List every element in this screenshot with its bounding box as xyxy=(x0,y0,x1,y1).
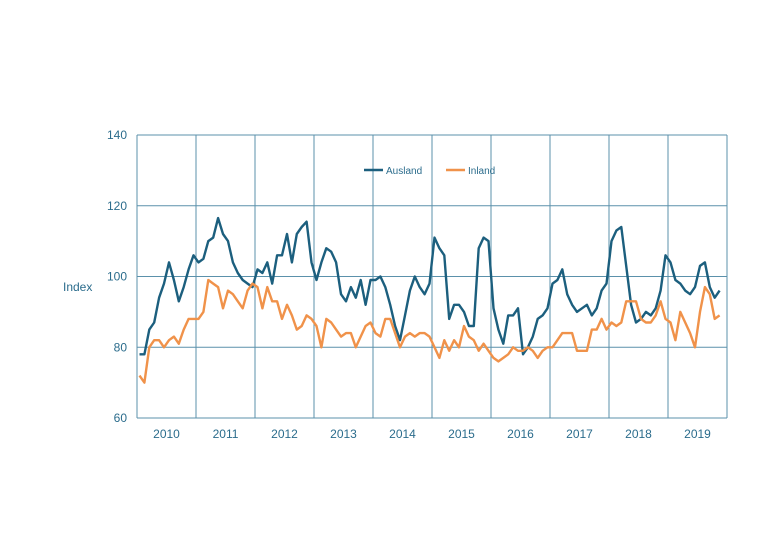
x-tick-label: 2013 xyxy=(330,427,357,441)
series-line-inland xyxy=(138,278,721,384)
y-tick-label: 100 xyxy=(107,270,127,284)
x-tick-label: 2015 xyxy=(448,427,475,441)
x-tick-label: 2012 xyxy=(271,427,298,441)
grid xyxy=(136,134,728,419)
x-tick-label: 2014 xyxy=(389,427,416,441)
x-tick-label: 2018 xyxy=(625,427,652,441)
legend: Ausland Inland xyxy=(364,166,495,177)
legend-label-inland: Inland xyxy=(468,166,495,177)
series-lines xyxy=(138,216,721,384)
x-tick-label: 2011 xyxy=(213,427,239,441)
x-tick-label: 2016 xyxy=(507,427,534,441)
series-line-ausland xyxy=(139,216,721,356)
y-tick-label: 60 xyxy=(114,411,128,425)
x-tick-label: 2017 xyxy=(566,427,593,441)
y-tick-labels: 60 80 100 120 140 xyxy=(107,128,127,425)
y-tick-label: 120 xyxy=(107,199,127,213)
y-axis-label: Index xyxy=(63,280,92,294)
x-tick-label: 2010 xyxy=(153,427,180,441)
y-tick-label: 140 xyxy=(107,128,127,142)
legend-label-ausland: Ausland xyxy=(386,166,422,177)
x-tick-labels: 2010 2011 2012 2013 2014 2015 2016 2017 2018 2019 xyxy=(153,427,711,441)
y-tick-label: 80 xyxy=(114,340,128,354)
x-tick-label: 2019 xyxy=(684,427,711,441)
